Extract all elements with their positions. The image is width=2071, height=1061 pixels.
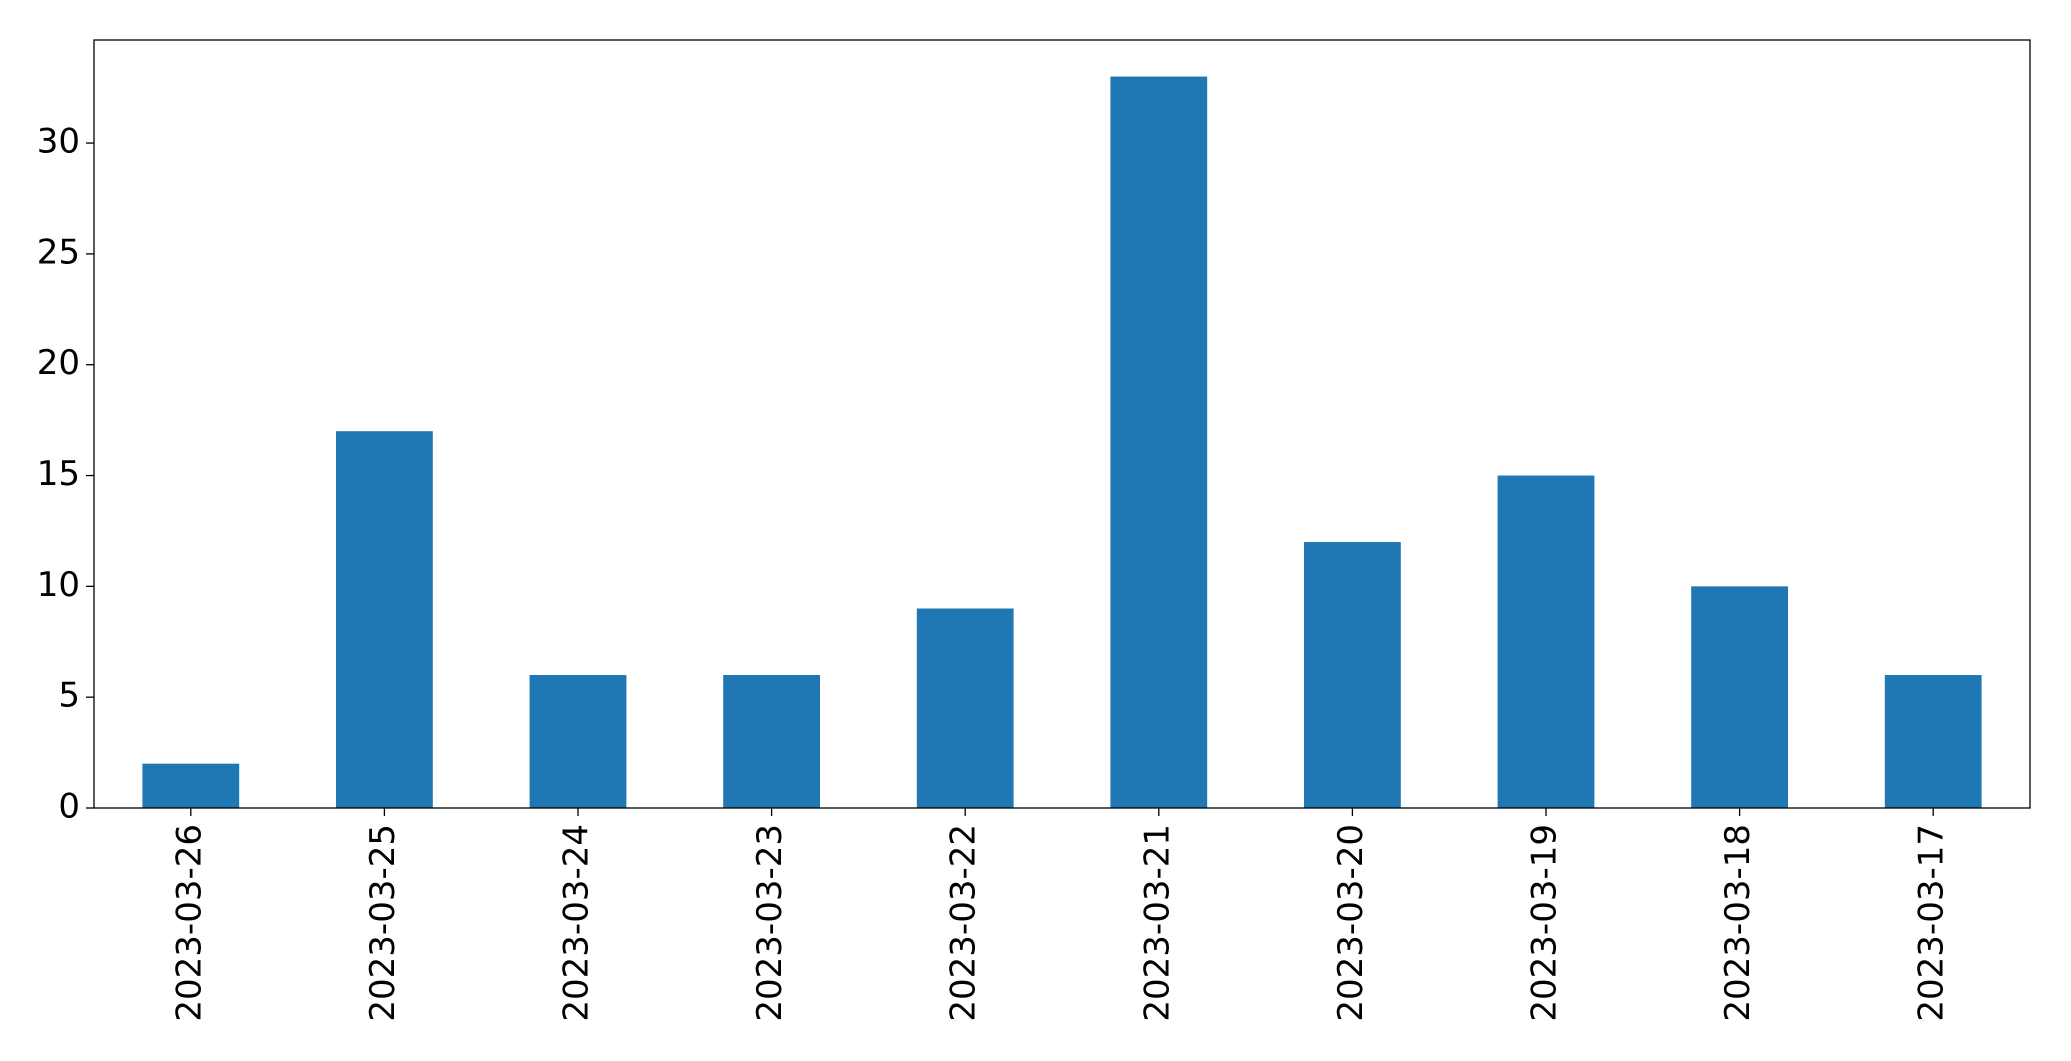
y-tick-label: 5 — [58, 676, 80, 716]
bar — [916, 608, 1014, 808]
bar — [1497, 475, 1595, 808]
x-tick-label: 2023-03-17 — [1912, 824, 1952, 1022]
plot-frame — [93, 39, 2031, 809]
y-tick-label: 10 — [37, 565, 80, 605]
y-tick-label: 30 — [37, 122, 80, 162]
x-tick-label: 2023-03-25 — [363, 824, 403, 1022]
y-tick-label: 25 — [37, 232, 80, 272]
x-tick-label: 2023-03-24 — [557, 824, 597, 1022]
bar — [723, 675, 820, 808]
x-tick-label: 2023-03-19 — [1525, 824, 1565, 1022]
bar — [1110, 76, 1208, 809]
y-tick-label: 0 — [58, 787, 80, 827]
bar — [336, 431, 433, 808]
x-tick-label: 2023-03-26 — [169, 824, 209, 1022]
bar — [1884, 675, 1982, 808]
bar — [1691, 586, 1788, 808]
x-tick-label: 2023-03-18 — [1718, 824, 1758, 1022]
y-tick-label: 20 — [37, 343, 80, 383]
x-tick-label: 2023-03-23 — [750, 824, 790, 1022]
x-tick-label: 2023-03-22 — [944, 824, 984, 1022]
y-tick-label: 15 — [37, 454, 80, 494]
x-tick-label: 2023-03-21 — [1137, 824, 1177, 1022]
bar — [1304, 542, 1401, 808]
bar — [529, 675, 627, 808]
bar — [142, 763, 240, 808]
x-tick-label: 2023-03-20 — [1331, 824, 1371, 1022]
